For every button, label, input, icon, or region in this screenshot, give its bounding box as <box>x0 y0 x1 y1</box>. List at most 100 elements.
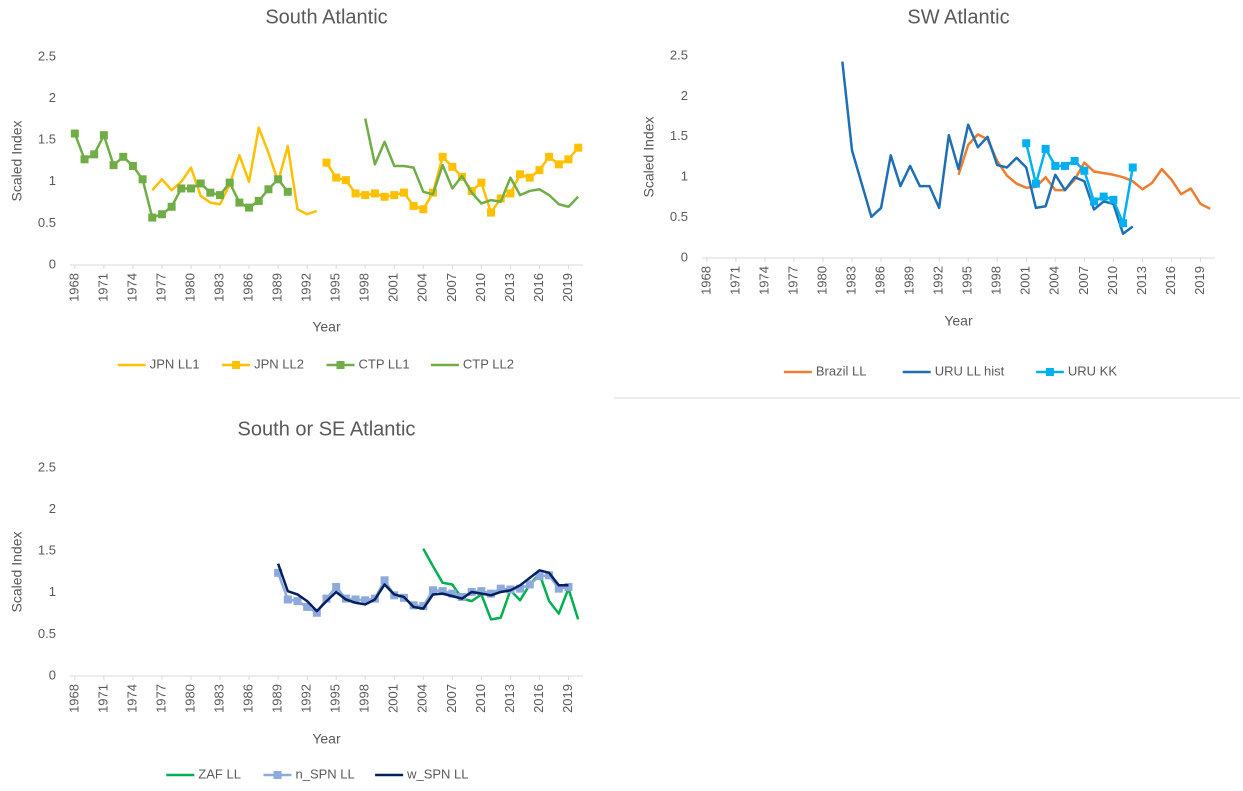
legend-label: n_SPN LL <box>296 766 355 781</box>
point-marker <box>525 173 534 182</box>
point-marker <box>206 188 215 197</box>
x-tick-label: 1992 <box>299 273 314 302</box>
point-marker <box>351 595 360 604</box>
point-marker <box>225 178 234 187</box>
x-tick-label: 1971 <box>95 684 110 713</box>
point-marker <box>99 131 108 140</box>
y-tick-label: 1.5 <box>670 128 688 143</box>
y-tick-label: 1 <box>49 173 56 188</box>
point-marker <box>303 602 312 611</box>
series-line <box>841 61 1134 236</box>
legend-marker <box>1045 368 1054 376</box>
series-line <box>151 126 318 216</box>
point-marker <box>128 161 137 170</box>
legend-marker <box>336 361 345 369</box>
x-tick-label: 1998 <box>357 684 372 713</box>
point-marker <box>196 179 205 188</box>
x-tick-label: 1980 <box>182 684 197 713</box>
x-tick-label: 1989 <box>902 266 917 295</box>
y-tick-label: 1.5 <box>38 132 56 147</box>
x-tick-label: 1977 <box>153 684 168 713</box>
point-marker <box>1070 157 1079 166</box>
x-tick-label: 1968 <box>698 266 713 295</box>
y-tick-label: 1 <box>681 169 688 184</box>
x-tick-label: 2016 <box>531 273 546 302</box>
y-tick-label: 2 <box>49 90 56 105</box>
x-tick-label: 2007 <box>444 273 459 302</box>
point-marker <box>448 589 457 598</box>
point-marker <box>564 582 573 591</box>
x-tick-label: 2010 <box>473 684 488 713</box>
x-tick-label: 1980 <box>814 266 829 295</box>
point-marker <box>1090 197 1099 206</box>
x-tick-label: 2019 <box>560 684 575 713</box>
x-tick-label: 1995 <box>328 684 343 713</box>
point-marker <box>545 152 554 161</box>
x-tick-label: 1980 <box>182 273 197 302</box>
y-tick-label: 1.5 <box>38 543 56 558</box>
point-marker <box>235 198 244 207</box>
point-marker <box>216 191 225 200</box>
point-marker <box>1128 163 1137 172</box>
point-marker <box>496 584 505 593</box>
point-marker <box>361 191 370 200</box>
series-line <box>325 146 580 214</box>
y-tick-label: 2.5 <box>670 47 688 62</box>
series-line <box>1025 142 1134 225</box>
point-marker <box>80 155 89 164</box>
point-marker <box>535 166 544 175</box>
point-marker <box>1041 144 1050 153</box>
x-tick-label: 2013 <box>1134 266 1149 295</box>
x-tick-label: 1992 <box>931 266 946 295</box>
x-tick-label: 1974 <box>124 684 139 713</box>
y-tick-label: 2.5 <box>38 48 56 63</box>
x-tick-label: 2016 <box>1163 266 1178 295</box>
point-marker <box>487 208 496 217</box>
legend-label: w_SPN LL <box>406 766 468 781</box>
point-marker <box>1031 179 1040 188</box>
point-marker <box>564 155 573 164</box>
x-tick-label: 2004 <box>1047 266 1062 295</box>
x-tick-label: 1998 <box>989 266 1004 295</box>
point-marker <box>419 205 428 214</box>
x-tick-label: 1989 <box>270 273 285 302</box>
point-marker <box>264 185 273 194</box>
y-tick-label: 0.5 <box>38 215 56 230</box>
x-tick-label: 1968 <box>66 684 81 713</box>
point-marker <box>1109 195 1118 204</box>
legend-marker <box>232 361 241 369</box>
point-marker <box>525 580 534 589</box>
x-tick-label: 2004 <box>415 684 430 713</box>
point-marker <box>157 210 166 219</box>
point-marker <box>574 143 583 152</box>
y-tick-label: 2.5 <box>38 459 56 474</box>
x-axis-title: Year <box>312 731 341 747</box>
point-marker <box>332 173 341 182</box>
y-tick-label: 2 <box>681 88 688 103</box>
point-marker <box>1022 139 1031 148</box>
series-line <box>422 548 580 621</box>
point-marker <box>477 587 486 596</box>
point-marker <box>1060 161 1069 170</box>
point-marker <box>516 584 525 593</box>
x-tick-label: 2016 <box>531 684 546 713</box>
x-tick-label: 1989 <box>270 684 285 713</box>
point-marker <box>177 184 186 193</box>
point-marker <box>399 188 408 197</box>
x-tick-label: 2010 <box>1105 266 1120 295</box>
point-marker <box>438 587 447 596</box>
point-marker <box>506 189 515 198</box>
x-tick-label: 1983 <box>211 684 226 713</box>
point-marker <box>1080 166 1089 175</box>
point-marker <box>477 178 486 187</box>
y-axis-title: Scaled Index <box>9 121 25 202</box>
x-tick-label: 1998 <box>357 273 372 302</box>
point-marker <box>1051 161 1060 170</box>
x-tick-label: 1986 <box>241 273 256 302</box>
y-tick-label: 0.5 <box>38 626 56 641</box>
x-tick-label: 2007 <box>1076 266 1091 295</box>
x-tick-label: 1995 <box>960 266 975 295</box>
x-tick-label: 1995 <box>328 273 343 302</box>
y-axis-title: Scaled Index <box>9 532 25 613</box>
x-tick-label: 2001 <box>386 684 401 713</box>
